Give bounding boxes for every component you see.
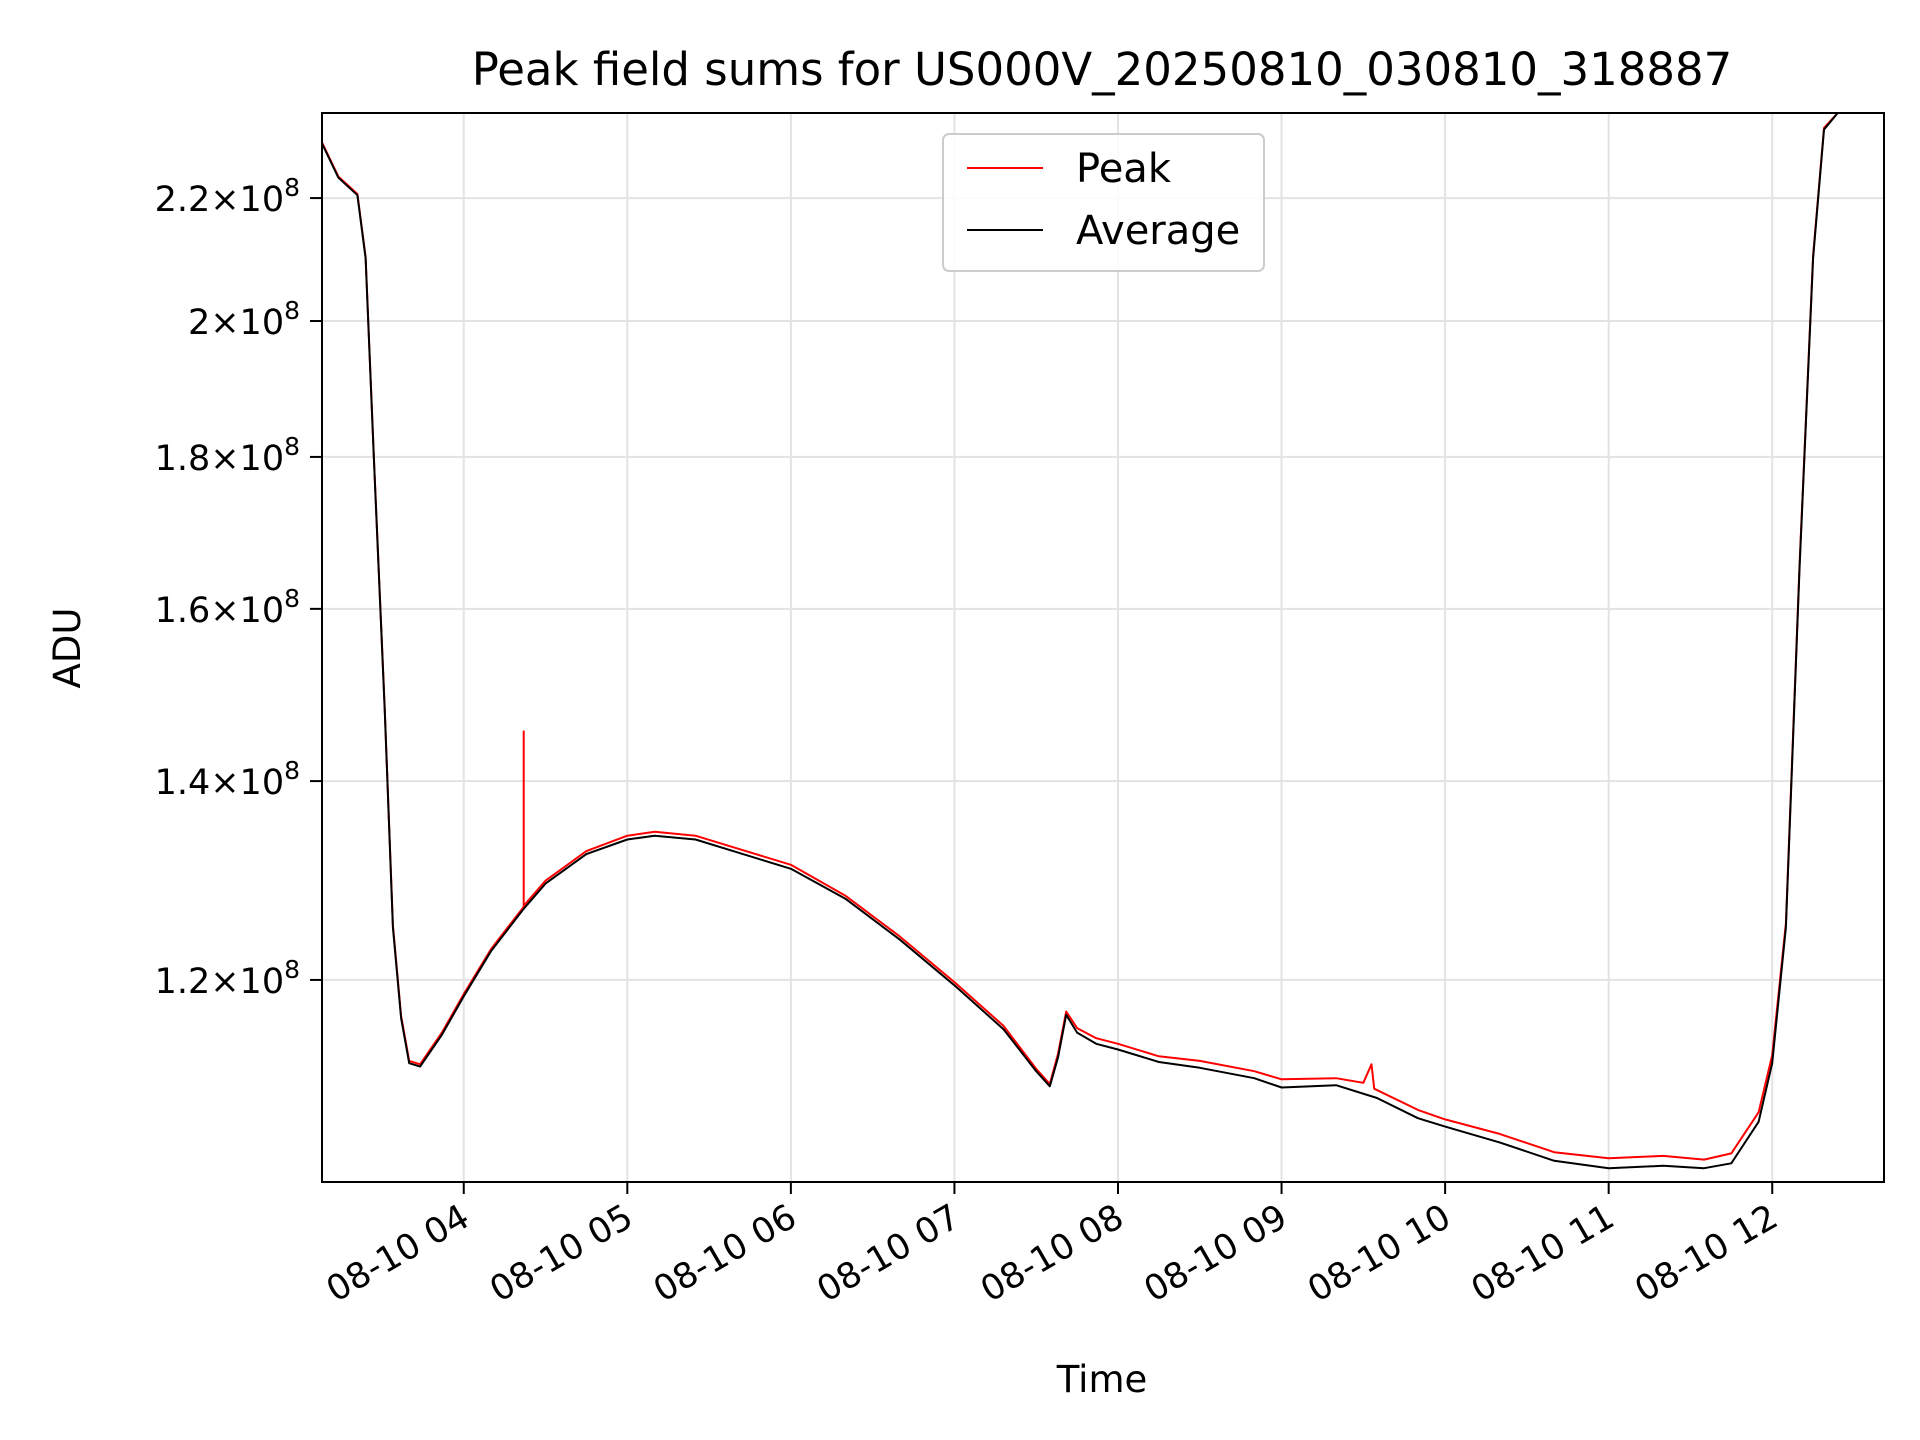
legend-label-average: Average [1076, 208, 1240, 254]
series-layer [321, 112, 1884, 1170]
series-line-average [321, 112, 1884, 1170]
y-tick-label: 2×108 [188, 296, 300, 343]
y-tick-label: 1.4×108 [155, 756, 300, 803]
y-tick-label: 1.6×108 [155, 584, 300, 631]
y-axis-label: ADU [46, 608, 89, 689]
y-tick-label: 2.2×108 [155, 173, 300, 220]
legend: Peak Average [942, 133, 1265, 272]
y-axis: 1.2×108 1.4×108 1.6×108 1.8×108 2×108 2.2×108 [155, 173, 322, 1002]
x-axis-label: Time [1056, 1358, 1148, 1401]
y-tick-label: 1.2×108 [155, 955, 300, 1002]
chart-title: Peak field sums for US000V_20250810_0308… [472, 43, 1733, 96]
plot-frame [321, 112, 1885, 1183]
y-tick-label: 1.8×108 [155, 432, 300, 479]
legend-label-peak: Peak [1076, 146, 1172, 192]
